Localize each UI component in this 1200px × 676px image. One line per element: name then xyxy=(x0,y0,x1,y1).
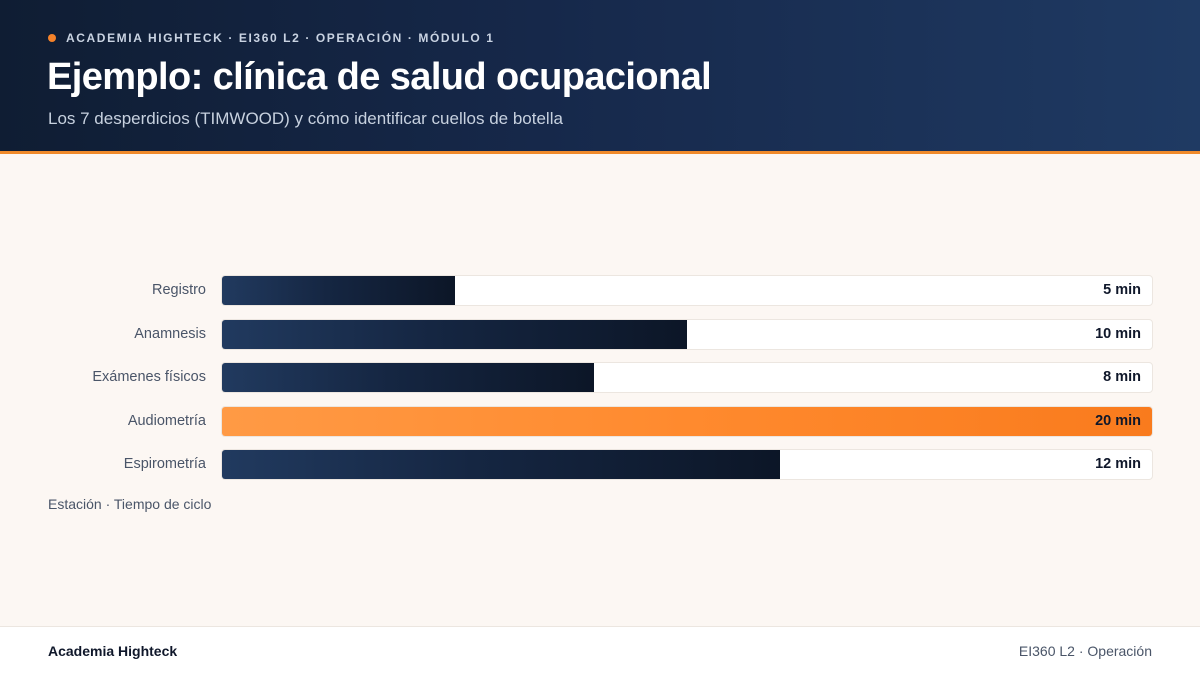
chart-caption: Estación · Tiempo de ciclo xyxy=(48,496,212,512)
bar xyxy=(222,276,455,305)
bar-track: 12 min xyxy=(221,449,1153,480)
bar-row: Audiometría 20 min xyxy=(0,405,1200,437)
kicker: ACADEMIA HIGHTECK · EI360 L2 · OPERACIÓN… xyxy=(48,30,495,46)
bar-category-label: Audiometría xyxy=(127,412,206,429)
bar-track: 5 min xyxy=(221,275,1153,306)
cycle-time-bar-chart: Estación · Tiempo de ciclo Registro 5 min… xyxy=(0,154,1200,624)
bar-row: Registro 5 min xyxy=(0,275,1200,306)
bar-track: 10 min xyxy=(221,318,1153,350)
bar-value-label: 5 min xyxy=(1103,282,1141,298)
header-banner: ACADEMIA HIGHTECK · EI360 L2 · OPERACIÓN… xyxy=(0,0,1200,154)
bar-row: Exámenes físicos 8 min xyxy=(0,362,1200,393)
bar-track: 8 min xyxy=(221,362,1153,393)
kicker-text: ACADEMIA HIGHTECK · EI360 L2 · OPERACIÓN… xyxy=(66,31,495,45)
bar-track: 20 min xyxy=(221,405,1153,437)
bottleneck-bar xyxy=(222,406,1152,436)
bar-category-label: Registro xyxy=(152,282,206,298)
page-title: Ejemplo: clínica de salud ocupacional xyxy=(47,56,712,98)
bar xyxy=(222,450,780,479)
bar-category-label: Anamnesis xyxy=(134,325,206,342)
footer: Academia Highteck EI360 L2 · Operación xyxy=(0,626,1200,676)
bar-category-label: Exámenes físicos xyxy=(92,369,206,385)
footer-course: EI360 L2 · Operación xyxy=(1018,643,1152,659)
bar-category-label: Espirometría xyxy=(123,456,206,472)
footer-brand: Academia Highteck xyxy=(48,643,178,659)
bar-row: Espirometría 12 min xyxy=(0,449,1200,480)
bar-value-label: 12 min xyxy=(1095,456,1141,472)
page-subtitle: Los 7 desperdicios (TIMWOOD) y cómo iden… xyxy=(48,109,563,128)
bar-value-label: 8 min xyxy=(1103,369,1141,385)
bar-row: Anamnesis 10 min xyxy=(0,318,1200,350)
bar xyxy=(222,319,687,349)
accent-dot-icon xyxy=(48,34,56,42)
bar-value-label: 10 min xyxy=(1095,325,1141,342)
bar xyxy=(222,363,594,392)
bar-value-label: 20 min xyxy=(1095,412,1141,429)
